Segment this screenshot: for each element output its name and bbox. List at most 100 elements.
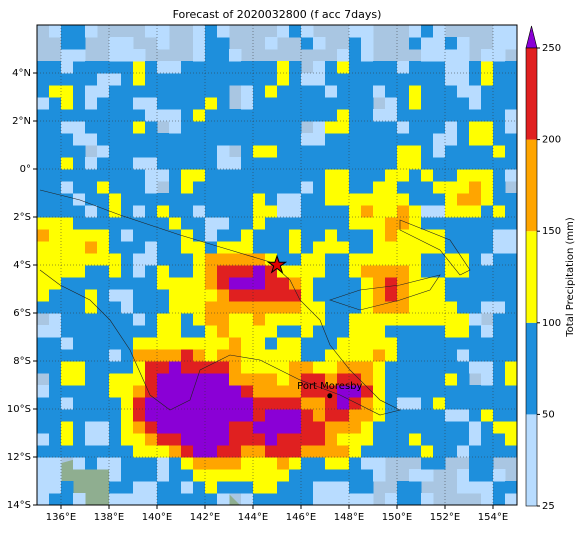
precip-cell	[337, 289, 350, 302]
y-tick-label: 4°N	[12, 68, 31, 79]
precip-cell	[373, 349, 386, 362]
precip-cell	[169, 337, 182, 350]
precip-cell	[493, 325, 506, 338]
precip-cell	[421, 181, 434, 194]
precip-cell	[217, 205, 230, 218]
precip-cell	[217, 493, 230, 506]
precip-cell	[109, 325, 122, 338]
precip-cell	[229, 445, 242, 458]
precip-cell	[373, 277, 386, 290]
precip-cell	[289, 385, 302, 398]
precip-cell	[337, 193, 350, 206]
precip-cell	[421, 145, 434, 158]
precip-cell	[97, 61, 110, 74]
precip-cell	[361, 385, 374, 398]
precip-cell	[109, 277, 122, 290]
precip-cell	[133, 61, 146, 74]
precip-cell	[49, 469, 62, 482]
precip-cell	[337, 433, 350, 446]
precip-cell	[409, 121, 422, 134]
precip-cell	[169, 373, 182, 386]
precip-cell	[361, 301, 374, 314]
precip-cell	[181, 229, 194, 242]
precip-cell	[97, 253, 110, 266]
precip-cell	[361, 145, 374, 158]
precip-cell	[49, 145, 62, 158]
precip-cell	[85, 457, 98, 470]
precip-cell	[157, 337, 170, 350]
precip-cell	[313, 277, 326, 290]
precip-cell	[253, 61, 266, 74]
precip-cell	[373, 61, 386, 74]
precip-cell	[229, 133, 242, 146]
precip-cell	[169, 133, 182, 146]
precip-cell	[109, 433, 122, 446]
precip-cell	[277, 85, 290, 98]
precip-cell	[181, 169, 194, 182]
precip-cell	[505, 61, 518, 74]
precip-cell	[217, 217, 230, 230]
precip-cell	[349, 241, 362, 254]
precip-cell	[181, 277, 194, 290]
precip-cell	[445, 397, 458, 410]
precip-cell	[85, 85, 98, 98]
precip-cell	[229, 373, 242, 386]
precip-cell	[229, 229, 242, 242]
precip-cell	[481, 241, 494, 254]
precip-cell	[97, 121, 110, 134]
precip-cell	[505, 157, 518, 170]
precip-cell	[205, 361, 218, 374]
precip-cell	[61, 493, 74, 506]
precip-cell	[325, 217, 338, 230]
precip-cell	[361, 349, 374, 362]
precip-cell	[397, 97, 410, 110]
precip-cell	[37, 445, 50, 458]
precip-cell	[301, 205, 314, 218]
precip-cell	[277, 481, 290, 494]
precip-cell	[265, 181, 278, 194]
precip-cell	[301, 169, 314, 182]
precip-cell	[445, 121, 458, 134]
precip-cell	[493, 421, 506, 434]
precip-cell	[205, 373, 218, 386]
precip-cell	[337, 205, 350, 218]
precip-cell	[253, 397, 266, 410]
precip-cell	[133, 265, 146, 278]
precip-cell	[205, 37, 218, 50]
precip-cell	[229, 205, 242, 218]
precip-cell	[457, 301, 470, 314]
precip-cell	[49, 181, 62, 194]
precip-cell	[277, 289, 290, 302]
precip-cell	[37, 433, 50, 446]
colorbar-segment	[526, 139, 537, 232]
precip-cell	[205, 169, 218, 182]
precip-cell	[457, 97, 470, 110]
precip-cell	[37, 73, 50, 86]
precip-cell	[61, 265, 74, 278]
precip-cell	[133, 205, 146, 218]
precip-cell	[325, 421, 338, 434]
precip-cell	[373, 265, 386, 278]
precip-cell	[49, 313, 62, 326]
precip-cell	[493, 121, 506, 134]
precip-cell	[457, 481, 470, 494]
precip-cell	[133, 325, 146, 338]
precip-cell	[493, 277, 506, 290]
precip-cell	[493, 301, 506, 314]
precip-cell	[313, 169, 326, 182]
precip-cell	[277, 157, 290, 170]
precip-cell	[469, 205, 482, 218]
precip-cell	[205, 301, 218, 314]
precip-cell	[397, 241, 410, 254]
precip-cell	[313, 289, 326, 302]
precip-cell	[469, 325, 482, 338]
precip-cell	[481, 469, 494, 482]
precip-cell	[469, 397, 482, 410]
precip-cell	[373, 181, 386, 194]
precip-cell	[61, 49, 74, 62]
precip-cell	[385, 289, 398, 302]
precip-cell	[109, 217, 122, 230]
precip-cell	[85, 385, 98, 398]
precip-cell	[349, 73, 362, 86]
precip-cell	[97, 301, 110, 314]
